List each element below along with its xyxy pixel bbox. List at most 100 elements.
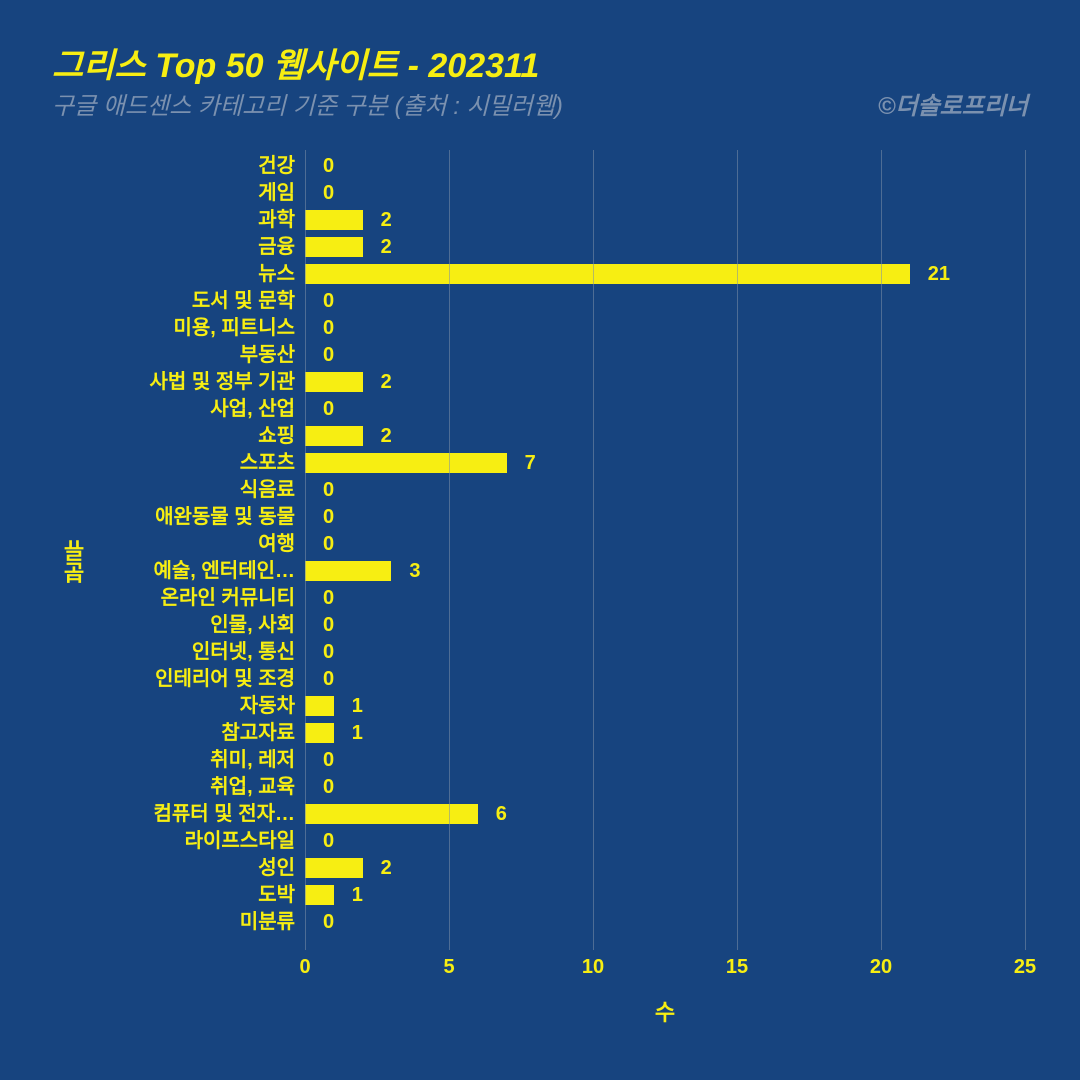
value-label: 2: [381, 425, 392, 447]
bar: [305, 885, 334, 905]
bar: [305, 264, 910, 284]
page: 그리스 Top 50 웹사이트 - 202311 구글 애드센스 카테고리 기준…: [0, 0, 1080, 1080]
category-label: 취미, 레저: [210, 750, 295, 770]
category-label: 취업, 교육: [210, 777, 295, 797]
bar-row: 인테리어 및 조경0: [305, 669, 1025, 689]
value-label: 1: [352, 722, 363, 744]
category-label: 예술, 엔터테인…: [153, 561, 295, 581]
category-label: 과학: [258, 210, 295, 230]
bar-row: 예술, 엔터테인…3: [305, 561, 1025, 581]
bar-row: 도서 및 문학0: [305, 291, 1025, 311]
bar-row: 게임0: [305, 183, 1025, 203]
value-label: 2: [381, 209, 392, 231]
bar-row: 과학2: [305, 210, 1025, 230]
category-label: 애완동물 및 동물: [155, 507, 295, 527]
value-label: 0: [323, 668, 334, 690]
category-label: 게임: [258, 183, 295, 203]
value-label: 0: [323, 479, 334, 501]
category-label: 쇼핑: [258, 426, 295, 446]
bar-row: 식음료0: [305, 480, 1025, 500]
category-label: 온라인 커뮤니티: [161, 588, 295, 608]
category-label: 사법 및 정부 기관: [150, 372, 295, 392]
bar-row: 사업, 산업0: [305, 399, 1025, 419]
grid-line: [737, 150, 738, 950]
bar-row: 인터넷, 통신0: [305, 642, 1025, 662]
value-label: 0: [323, 911, 334, 933]
grid-line: [305, 150, 306, 950]
value-label: 21: [928, 263, 950, 285]
y-axis-label: 분류: [60, 540, 92, 584]
bar-row: 컴퓨터 및 전자…6: [305, 804, 1025, 824]
value-label: 1: [352, 884, 363, 906]
value-label: 2: [381, 236, 392, 258]
bar-row: 사법 및 정부 기관2: [305, 372, 1025, 392]
value-label: 0: [323, 506, 334, 528]
grid-line: [449, 150, 450, 950]
x-tick-label: 20: [870, 956, 892, 979]
bar: [305, 372, 363, 392]
x-axis-label: 수: [655, 995, 675, 1027]
category-label: 부동산: [240, 345, 295, 365]
category-label: 식음료: [240, 480, 295, 500]
category-label: 도서 및 문학: [192, 291, 295, 311]
value-label: 0: [323, 641, 334, 663]
bar: [305, 723, 334, 743]
bar-row: 스포츠7: [305, 453, 1025, 473]
category-label: 여행: [258, 534, 295, 554]
value-label: 0: [323, 344, 334, 366]
bar-row: 뉴스21: [305, 264, 1025, 284]
category-label: 스포츠: [240, 453, 295, 473]
x-tick-label: 0: [299, 956, 310, 979]
value-label: 2: [381, 371, 392, 393]
bar-row: 미용, 피트니스0: [305, 318, 1025, 338]
category-label: 사업, 산업: [210, 399, 295, 419]
value-label: 0: [323, 290, 334, 312]
value-label: 0: [323, 182, 334, 204]
bar-row: 건강0: [305, 156, 1025, 176]
value-label: 0: [323, 776, 334, 798]
bar: [305, 696, 334, 716]
value-label: 0: [323, 533, 334, 555]
bar: [305, 453, 507, 473]
category-label: 미분류: [240, 912, 295, 932]
category-label: 뉴스: [258, 264, 295, 284]
category-label: 인물, 사회: [210, 615, 295, 635]
bar: [305, 858, 363, 878]
bar-row: 애완동물 및 동물0: [305, 507, 1025, 527]
category-label: 인터넷, 통신: [192, 642, 295, 662]
category-label: 라이프스타일: [185, 831, 295, 851]
value-label: 0: [323, 587, 334, 609]
value-label: 2: [381, 857, 392, 879]
bar-row: 온라인 커뮤니티0: [305, 588, 1025, 608]
x-tick-label: 10: [582, 956, 604, 979]
chart-title: 그리스 Top 50 웹사이트 - 202311: [52, 38, 539, 87]
plot-area: 건강0게임0과학2금융2뉴스21도서 및 문학0미용, 피트니스0부동산0사법 …: [305, 150, 1025, 950]
bar: [305, 210, 363, 230]
grid-line: [881, 150, 882, 950]
bar: [305, 237, 363, 257]
bar: [305, 426, 363, 446]
category-label: 성인: [258, 858, 295, 878]
bar-row: 쇼핑2: [305, 426, 1025, 446]
bar: [305, 804, 478, 824]
bar-row: 참고자료1: [305, 723, 1025, 743]
x-tick-label: 25: [1014, 956, 1036, 979]
bars-container: 건강0게임0과학2금융2뉴스21도서 및 문학0미용, 피트니스0부동산0사법 …: [305, 150, 1025, 950]
bar-row: 금융2: [305, 237, 1025, 257]
chart-credit: ©더솔로프리너: [878, 86, 1028, 121]
category-label: 건강: [258, 156, 295, 176]
bar-row: 인물, 사회0: [305, 615, 1025, 635]
category-label: 인테리어 및 조경: [155, 669, 295, 689]
value-label: 0: [323, 317, 334, 339]
bar-row: 미분류0: [305, 912, 1025, 932]
category-label: 컴퓨터 및 전자…: [153, 804, 295, 824]
bar-row: 취미, 레저0: [305, 750, 1025, 770]
bar-row: 도박1: [305, 885, 1025, 905]
value-label: 6: [496, 803, 507, 825]
value-label: 3: [409, 560, 420, 582]
value-label: 0: [323, 749, 334, 771]
bar-row: 자동차1: [305, 696, 1025, 716]
grid-line: [593, 150, 594, 950]
value-label: 7: [525, 452, 536, 474]
bar: [305, 561, 391, 581]
